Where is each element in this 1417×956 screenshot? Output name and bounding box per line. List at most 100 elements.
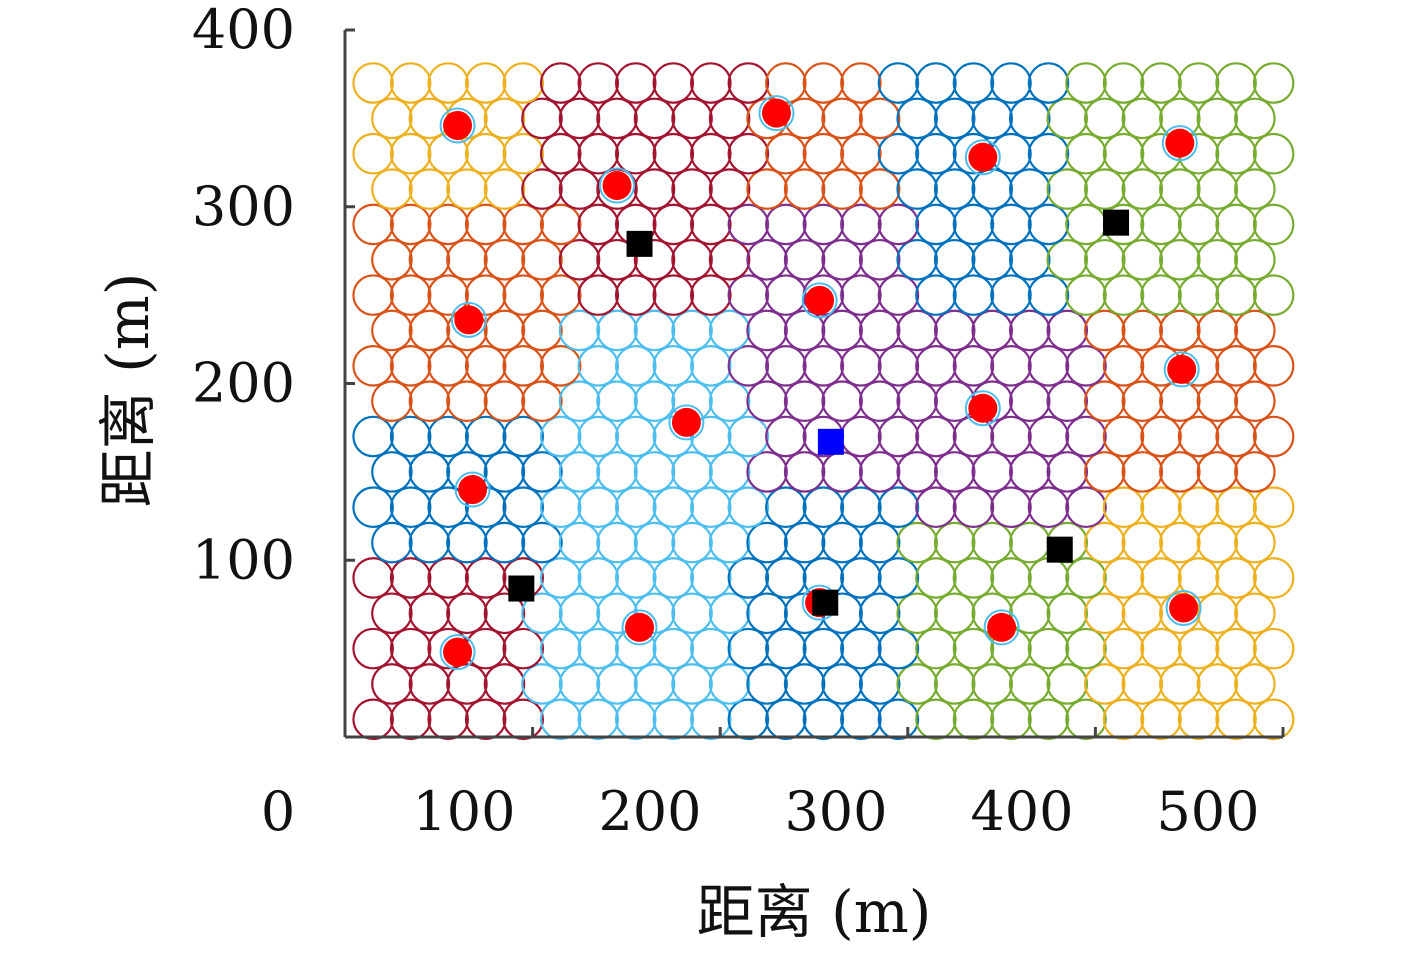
coverage-cell <box>596 309 638 352</box>
coverage-cell <box>1102 627 1145 670</box>
coverage-cell <box>802 62 845 104</box>
coverage-cell <box>502 203 545 246</box>
coverage-cell <box>1140 203 1182 246</box>
coverage-cell <box>408 238 451 281</box>
coverage-cell <box>671 521 713 564</box>
coverage-cell <box>858 380 901 422</box>
coverage-cell <box>840 62 882 104</box>
coverage-cell <box>652 203 695 246</box>
coverage-cell <box>577 557 620 599</box>
coverage-cell <box>765 203 807 246</box>
coverage-cell <box>933 380 976 422</box>
coverage-cell <box>915 203 957 246</box>
coverage-cell <box>577 698 620 741</box>
coverage-cell <box>821 238 863 281</box>
coverage-cell <box>408 309 451 352</box>
coverage-cell <box>990 62 1032 104</box>
coverage-cell <box>614 698 657 741</box>
coverage-cell <box>840 698 882 741</box>
coverage-cell <box>1008 97 1051 140</box>
coverage-cell <box>1234 451 1276 493</box>
coverage-cell <box>577 415 620 458</box>
coverage-cell <box>558 521 601 564</box>
coverage-cell <box>1215 132 1257 175</box>
point-halo <box>1161 125 1198 162</box>
anchor-square <box>1103 209 1130 236</box>
coverage-cell <box>633 592 676 635</box>
coverage-cell <box>840 345 882 387</box>
coverage-cell <box>877 345 920 387</box>
coverage-cell <box>858 663 901 705</box>
coverage-cell <box>633 238 676 281</box>
coverage-cell <box>352 132 394 175</box>
coverage-cell <box>952 627 995 670</box>
coverage-cell <box>1196 592 1239 635</box>
sensor-point <box>602 171 632 201</box>
coverage-cell <box>896 592 938 635</box>
coverage-cell <box>990 415 1032 458</box>
coverage-cell <box>464 557 507 599</box>
coverage-cell <box>596 97 638 140</box>
coverage-cell <box>614 132 657 175</box>
coverage-cell <box>952 486 995 529</box>
coverage-cell <box>633 380 676 422</box>
coverage-cell <box>577 132 620 175</box>
coverage-cell <box>952 345 995 387</box>
coverage-cell <box>539 486 582 529</box>
coverage-cell <box>408 592 451 635</box>
coverage-cell <box>1196 309 1239 352</box>
coverage-cell <box>483 309 526 352</box>
coverage-cell <box>1215 274 1257 316</box>
coverage-cell <box>708 97 751 140</box>
coverage-cell <box>1140 274 1182 316</box>
coverage-cell <box>464 62 507 104</box>
coverage-cell <box>915 274 957 316</box>
coverage-cell <box>915 627 957 670</box>
coverage-cell <box>933 592 976 635</box>
coverage-cell <box>690 132 732 175</box>
coverage-cell <box>727 627 770 670</box>
coverage-cell <box>1177 62 1220 104</box>
coverage-cell <box>1215 62 1257 104</box>
coverage-cell <box>502 274 545 316</box>
coverage-cell <box>1215 203 1257 246</box>
coverage-cell <box>371 309 413 352</box>
anchor-square <box>1046 536 1073 563</box>
sensor-point <box>987 612 1017 642</box>
coverage-cell <box>577 486 620 529</box>
coverage-cell <box>933 97 976 140</box>
coverage-cell <box>389 274 432 316</box>
coverage-cell <box>858 238 901 281</box>
coverage-cell <box>1065 345 1107 387</box>
coverage-cell <box>840 415 882 458</box>
coverage-cell <box>746 592 788 635</box>
coverage-cell <box>427 274 469 316</box>
sensor-point <box>454 305 484 335</box>
coverage-cell <box>690 486 732 529</box>
x-axis-label: 距离 (m) <box>697 878 932 946</box>
coverage-cell <box>427 557 469 599</box>
coverage-cell <box>1159 380 1201 422</box>
coverage-cell <box>1215 557 1257 599</box>
coverage-cell <box>783 168 826 210</box>
coverage-cell <box>483 168 526 210</box>
coverage-cell <box>633 521 676 564</box>
coverage-cell <box>539 203 582 246</box>
coverage-cell <box>671 238 713 281</box>
coverage-cell <box>1252 62 1295 104</box>
coverage-cell <box>614 345 657 387</box>
coverage-cell <box>690 203 732 246</box>
coverage-cell <box>727 486 770 529</box>
coverage-cell <box>502 698 545 741</box>
coverage-cell <box>1027 132 1070 175</box>
coverage-cell <box>840 486 882 529</box>
coverage-cell <box>1102 698 1145 741</box>
sensor-point <box>671 407 701 437</box>
coverage-cell <box>1196 521 1239 564</box>
coverage-cell <box>971 309 1014 352</box>
coverage-cell <box>521 238 563 281</box>
coverage-cell <box>1234 97 1276 140</box>
sensor-point <box>443 637 473 667</box>
coverage-cell <box>521 592 563 635</box>
coverage-cell <box>1121 380 1164 422</box>
